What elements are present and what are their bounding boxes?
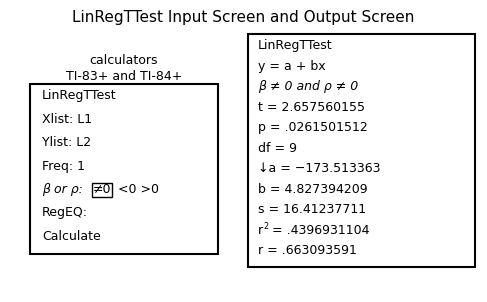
FancyBboxPatch shape — [30, 84, 218, 254]
Text: TI-83+ and TI-84+: TI-83+ and TI-84+ — [66, 70, 182, 83]
Text: RegEQ:: RegEQ: — [42, 207, 88, 220]
Text: β or ρ:: β or ρ: — [42, 183, 83, 196]
Text: Xlist: L1: Xlist: L1 — [42, 113, 92, 126]
Text: Ylist: L2: Ylist: L2 — [42, 136, 91, 149]
FancyBboxPatch shape — [248, 34, 475, 267]
Text: LinRegTTest: LinRegTTest — [42, 89, 116, 102]
Text: r: r — [258, 224, 263, 237]
Text: Freq: 1: Freq: 1 — [42, 160, 85, 173]
Text: t = 2.657560155: t = 2.657560155 — [258, 101, 365, 114]
Text: s = 16.41237711: s = 16.41237711 — [258, 203, 366, 216]
Text: Calculate: Calculate — [42, 230, 101, 243]
Text: 2: 2 — [263, 222, 269, 231]
Text: <0 >0: <0 >0 — [114, 183, 159, 196]
Text: y = a + bx: y = a + bx — [258, 60, 326, 73]
FancyBboxPatch shape — [92, 182, 112, 197]
Text: ≠0: ≠0 — [93, 183, 111, 196]
Text: b = 4.827394209: b = 4.827394209 — [258, 183, 368, 196]
Text: df = 9: df = 9 — [258, 142, 297, 155]
Text: p = .0261501512: p = .0261501512 — [258, 121, 368, 134]
Text: r = .663093591: r = .663093591 — [258, 244, 357, 257]
Text: = .4396931104: = .4396931104 — [268, 224, 370, 237]
Text: calculators: calculators — [90, 54, 158, 67]
Text: β ≠ 0 and ρ ≠ 0: β ≠ 0 and ρ ≠ 0 — [258, 80, 358, 93]
Text: LinRegTTest: LinRegTTest — [258, 40, 333, 53]
Text: ↓a = −173.513363: ↓a = −173.513363 — [258, 162, 380, 175]
Text: LinRegTTest Input Screen and Output Screen: LinRegTTest Input Screen and Output Scre… — [72, 10, 415, 25]
